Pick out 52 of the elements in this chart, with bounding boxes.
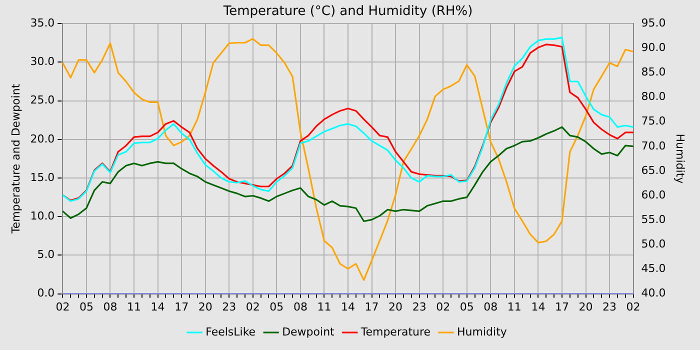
- y-tick-label: 30.0: [30, 55, 55, 68]
- x-tick-label: 11: [127, 300, 142, 314]
- y-tick-label: 35.0: [30, 16, 55, 30]
- y2-tick-label: 80.0: [641, 90, 666, 104]
- y2-tick-label: 65.0: [641, 164, 666, 177]
- x-tick-label: 05: [460, 300, 474, 314]
- y-tick-label: 0.0: [37, 286, 55, 300]
- x-tick-label: 14: [150, 300, 165, 314]
- y2-tick-label: 95.0: [641, 16, 666, 30]
- y2-tick-label: 50.0: [641, 238, 666, 251]
- legend-label: Dewpoint: [282, 325, 336, 338]
- x-tick-label: 23: [222, 300, 236, 314]
- x-tick-label: 02: [626, 300, 640, 314]
- x-tick-label: 05: [270, 300, 284, 314]
- legend-label: Humidity: [457, 325, 508, 338]
- x-tick-label: 20: [388, 300, 403, 314]
- y-tick-label: 10.0: [30, 209, 55, 222]
- y2-tick-label: 85.0: [641, 66, 666, 79]
- x-tick-label: 20: [198, 300, 212, 314]
- y2-axis-title: Humidity: [674, 134, 687, 184]
- y2-tick-label: 70.0: [641, 139, 666, 152]
- y-tick-label: 5.0: [37, 248, 55, 262]
- y-tick-label: 25.0: [30, 94, 55, 107]
- y-tick-label: 20.0: [30, 132, 55, 146]
- x-tick-label: 08: [103, 300, 118, 314]
- legend-label: Temperature: [360, 325, 431, 338]
- x-tick-label: 14: [531, 300, 546, 314]
- x-tick-label: 02: [246, 300, 260, 314]
- y-tick-label: 15.0: [30, 170, 55, 184]
- y-axis-title: Temperature and Dewpoint: [9, 83, 22, 235]
- x-tick-label: 05: [79, 300, 94, 314]
- y2-tick-label: 45.0: [641, 262, 666, 276]
- x-tick-label: 17: [554, 300, 569, 314]
- x-tick-label: 08: [293, 300, 308, 314]
- x-tick-label: 17: [364, 300, 379, 314]
- x-tick-label: 20: [578, 300, 593, 314]
- x-tick-label: 23: [602, 300, 617, 314]
- y2-tick-label: 90.0: [641, 41, 666, 54]
- x-tick-label: 14: [341, 300, 355, 314]
- chart-title: Temperature (°C) and Humidity (RH%): [222, 4, 473, 20]
- y2-tick-label: 55.0: [641, 212, 666, 226]
- x-tick-label: 17: [174, 300, 189, 314]
- legend-label: FeelsLike: [206, 325, 256, 338]
- x-tick-label: 11: [317, 300, 332, 314]
- y2-tick-label: 60.0: [641, 188, 666, 202]
- y2-tick-label: 75.0: [641, 114, 666, 128]
- x-tick-label: 02: [436, 300, 450, 314]
- x-tick-label: 08: [484, 300, 498, 314]
- x-tick-label: 11: [507, 300, 522, 314]
- x-tick-label: 23: [412, 300, 426, 314]
- x-tick-label: 02: [56, 300, 70, 314]
- y2-tick-label: 40.0: [641, 286, 666, 300]
